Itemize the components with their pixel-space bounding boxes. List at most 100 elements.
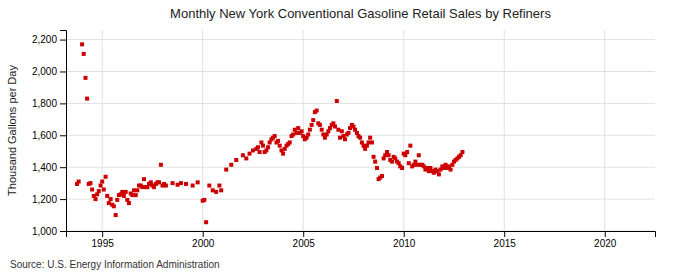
- x-tick-mark: [102, 231, 103, 237]
- y-tick-label: 1,400: [32, 162, 57, 173]
- point: [306, 132, 310, 136]
- point: [214, 190, 218, 194]
- point: [387, 153, 391, 157]
- point: [120, 190, 124, 194]
- point: [311, 118, 315, 122]
- y-tick-label: 2,000: [32, 66, 57, 77]
- point: [229, 163, 233, 167]
- y-tick-label: 1,000: [32, 226, 57, 237]
- grid: [66, 30, 655, 231]
- y-tick-mark: [60, 71, 66, 72]
- points: [75, 42, 464, 224]
- point: [217, 184, 221, 188]
- x-tick-label: 2000: [192, 238, 215, 249]
- point: [85, 97, 89, 101]
- y-tick-mark: [60, 167, 66, 168]
- point: [248, 152, 252, 156]
- x-tick-mark: [203, 231, 204, 237]
- x-axis: 199520002005201020152020: [67, 231, 656, 249]
- point: [408, 144, 412, 148]
- point: [318, 123, 322, 127]
- point: [405, 150, 409, 154]
- point: [234, 158, 238, 162]
- point: [135, 188, 139, 192]
- y-tick: 1,200: [32, 194, 66, 205]
- y-axis: 1,000 1,200 1,400 1,600 1,800 2,000 2,200: [32, 31, 67, 237]
- y-tick-mark: [60, 231, 66, 232]
- point: [291, 132, 295, 136]
- point: [184, 182, 188, 186]
- x-tick-label: 2020: [594, 238, 617, 249]
- point: [310, 123, 314, 127]
- point: [300, 129, 304, 133]
- point: [130, 193, 134, 197]
- x-tick: 1995: [92, 231, 115, 249]
- point: [77, 180, 81, 184]
- x-tick-mark: [605, 231, 606, 237]
- point: [380, 174, 384, 178]
- point: [460, 150, 464, 154]
- point: [219, 188, 223, 192]
- point: [358, 136, 362, 140]
- point: [417, 153, 421, 157]
- point: [112, 204, 116, 208]
- grid-line-x: [403, 30, 404, 231]
- y-tick: 1,800: [32, 98, 66, 109]
- point: [90, 188, 94, 192]
- point: [343, 137, 347, 141]
- chart: 1995200020052010201520201,0001,2001,4001…: [0, 0, 675, 275]
- point: [97, 189, 101, 193]
- point: [157, 180, 161, 184]
- grid-line-y: [66, 39, 655, 40]
- point: [127, 201, 131, 205]
- point: [159, 163, 163, 167]
- grid-line-y: [66, 167, 655, 168]
- point: [122, 194, 126, 198]
- title: Monthly New York Conventional Gasoline R…: [170, 6, 551, 21]
- point: [368, 136, 372, 140]
- plot-area: 1995200020052010201520201,0001,2001,4001…: [32, 30, 656, 249]
- grid-line-y: [66, 135, 655, 136]
- point: [211, 188, 215, 192]
- point: [373, 160, 377, 164]
- grid-line-x: [102, 30, 103, 231]
- x-tick-mark: [303, 231, 304, 237]
- point: [204, 220, 208, 224]
- point: [224, 168, 228, 172]
- point: [196, 180, 200, 184]
- source-note: Source: U.S. Energy Information Administ…: [10, 259, 220, 270]
- y-axis-label: Thousand Gallons per Day: [6, 65, 18, 196]
- point: [258, 150, 262, 154]
- x-tick: 2000: [192, 231, 215, 249]
- point: [80, 42, 84, 46]
- y-tick-label: 2,200: [32, 34, 57, 45]
- point: [99, 184, 103, 188]
- point: [104, 175, 108, 179]
- x-tick: 2005: [293, 231, 316, 249]
- point: [288, 140, 292, 144]
- x-axis-line: [67, 232, 656, 238]
- x-tick-label: 2005: [293, 238, 316, 249]
- x-tick: 2015: [494, 231, 517, 249]
- point: [335, 99, 339, 103]
- y-tick: 1,600: [32, 130, 66, 141]
- point: [102, 188, 106, 192]
- grid-line-x: [604, 30, 605, 231]
- point: [105, 194, 109, 198]
- x-tick-label: 1995: [92, 238, 115, 249]
- point: [207, 184, 211, 188]
- point: [261, 144, 265, 148]
- y-tick: 1,400: [32, 162, 66, 173]
- y-tick-mark: [60, 40, 66, 41]
- y-tick-label: 1,800: [32, 98, 57, 109]
- grid-line-y: [66, 71, 655, 72]
- point: [124, 190, 128, 194]
- y-tick: 1,000: [32, 226, 66, 237]
- point: [179, 181, 183, 185]
- x-tick: 2020: [594, 231, 617, 249]
- point: [333, 125, 337, 129]
- y-axis-line: [60, 31, 67, 232]
- point: [176, 183, 180, 187]
- point: [241, 153, 245, 157]
- point: [375, 166, 379, 170]
